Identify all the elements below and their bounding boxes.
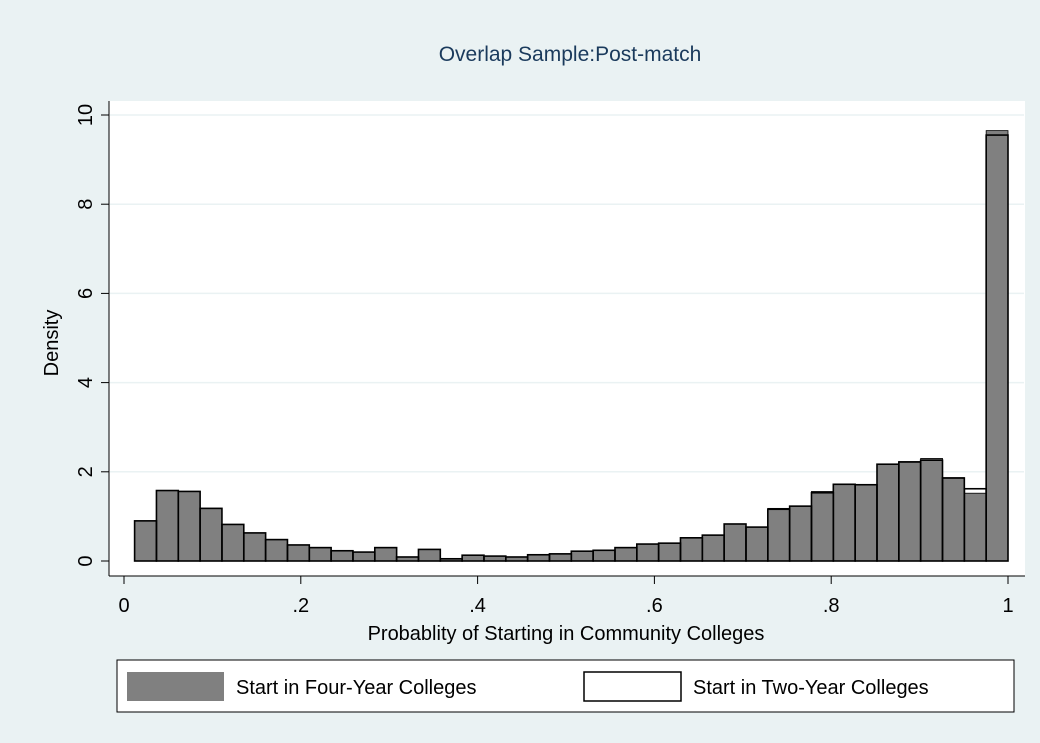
- bar-four-year: [920, 458, 943, 562]
- bar-four-year: [854, 484, 878, 562]
- bar-two-year: [373, 546, 398, 562]
- x-tick-label: .8: [823, 595, 840, 617]
- bar-four-year: [658, 542, 681, 562]
- bar-two-year: [985, 134, 1009, 562]
- bar-four-year: [265, 539, 288, 562]
- y-ticks: 0 2 4 6 8 10: [75, 104, 109, 567]
- legend-label-two-year: Start in Two-Year Colleges: [693, 677, 929, 699]
- legend-swatch-four-year: [127, 672, 224, 701]
- bar-four-year: [418, 549, 441, 562]
- bar-four-year: [701, 534, 725, 562]
- bar-four-year: [461, 554, 485, 562]
- bar-four-year: [985, 130, 1009, 562]
- bar-four-year: [243, 532, 267, 562]
- legend-label-four-year: Start in Four-Year Colleges: [236, 677, 477, 699]
- bar-four-year: [549, 553, 572, 562]
- x-tick-label: .2: [292, 595, 309, 617]
- bar-four-year: [811, 491, 834, 562]
- x-ticks: 0 .2 .4 .6 .8 1: [118, 576, 1014, 617]
- bar-four-year: [592, 549, 616, 562]
- bar-four-year: [942, 477, 965, 562]
- x-tick-label: .6: [646, 595, 663, 617]
- bar-four-year: [352, 551, 376, 562]
- bar-two-year: [417, 548, 442, 562]
- y-axis-label: Density: [41, 310, 63, 377]
- bar-four-year: [767, 507, 791, 562]
- y-tick-label: 4: [75, 377, 97, 388]
- bar-four-year: [221, 524, 245, 562]
- bar-four-year: [636, 543, 660, 562]
- bar-four-year: [330, 550, 354, 562]
- x-tick-label: .4: [469, 595, 486, 617]
- x-axis-label: Probablity of Starting in Community Coll…: [368, 623, 765, 645]
- two-year-bars: [133, 134, 1009, 562]
- bar-four-year: [287, 544, 310, 562]
- bar-four-year: [898, 461, 922, 562]
- bar-four-year: [963, 492, 987, 562]
- bar-four-year: [308, 547, 332, 562]
- y-tick-label: 6: [75, 288, 97, 299]
- bar-four-year: [570, 550, 594, 562]
- bar-four-year: [374, 547, 398, 562]
- x-tick-label: 1: [1002, 595, 1013, 617]
- bar-four-year: [134, 520, 157, 562]
- y-tick-label: 10: [75, 104, 97, 126]
- bar-four-year: [876, 463, 900, 562]
- bar-four-year: [199, 507, 223, 562]
- bar-four-year: [832, 483, 856, 562]
- y-tick-label: 2: [75, 466, 97, 477]
- axes: [108, 101, 1025, 577]
- gridlines: [110, 114, 1024, 473]
- legend: Start in Four-Year Colleges Start in Two…: [116, 659, 1015, 713]
- bar-four-year: [789, 505, 812, 562]
- legend-box: [116, 659, 1015, 713]
- bar-four-year: [527, 554, 550, 562]
- bar-four-year: [614, 547, 638, 562]
- legend-swatch-two-year: [583, 671, 682, 702]
- y-tick-label: 8: [75, 199, 97, 210]
- y-tick-label: 0: [75, 555, 97, 566]
- bar-four-year: [745, 526, 769, 562]
- chart-title: Overlap Sample:Post-match: [439, 43, 702, 66]
- bar-four-year: [177, 491, 201, 562]
- x-tick-label: 0: [118, 595, 129, 617]
- bar-four-year: [723, 523, 747, 562]
- bar-four-year: [156, 490, 179, 562]
- bar-four-year: [680, 537, 703, 562]
